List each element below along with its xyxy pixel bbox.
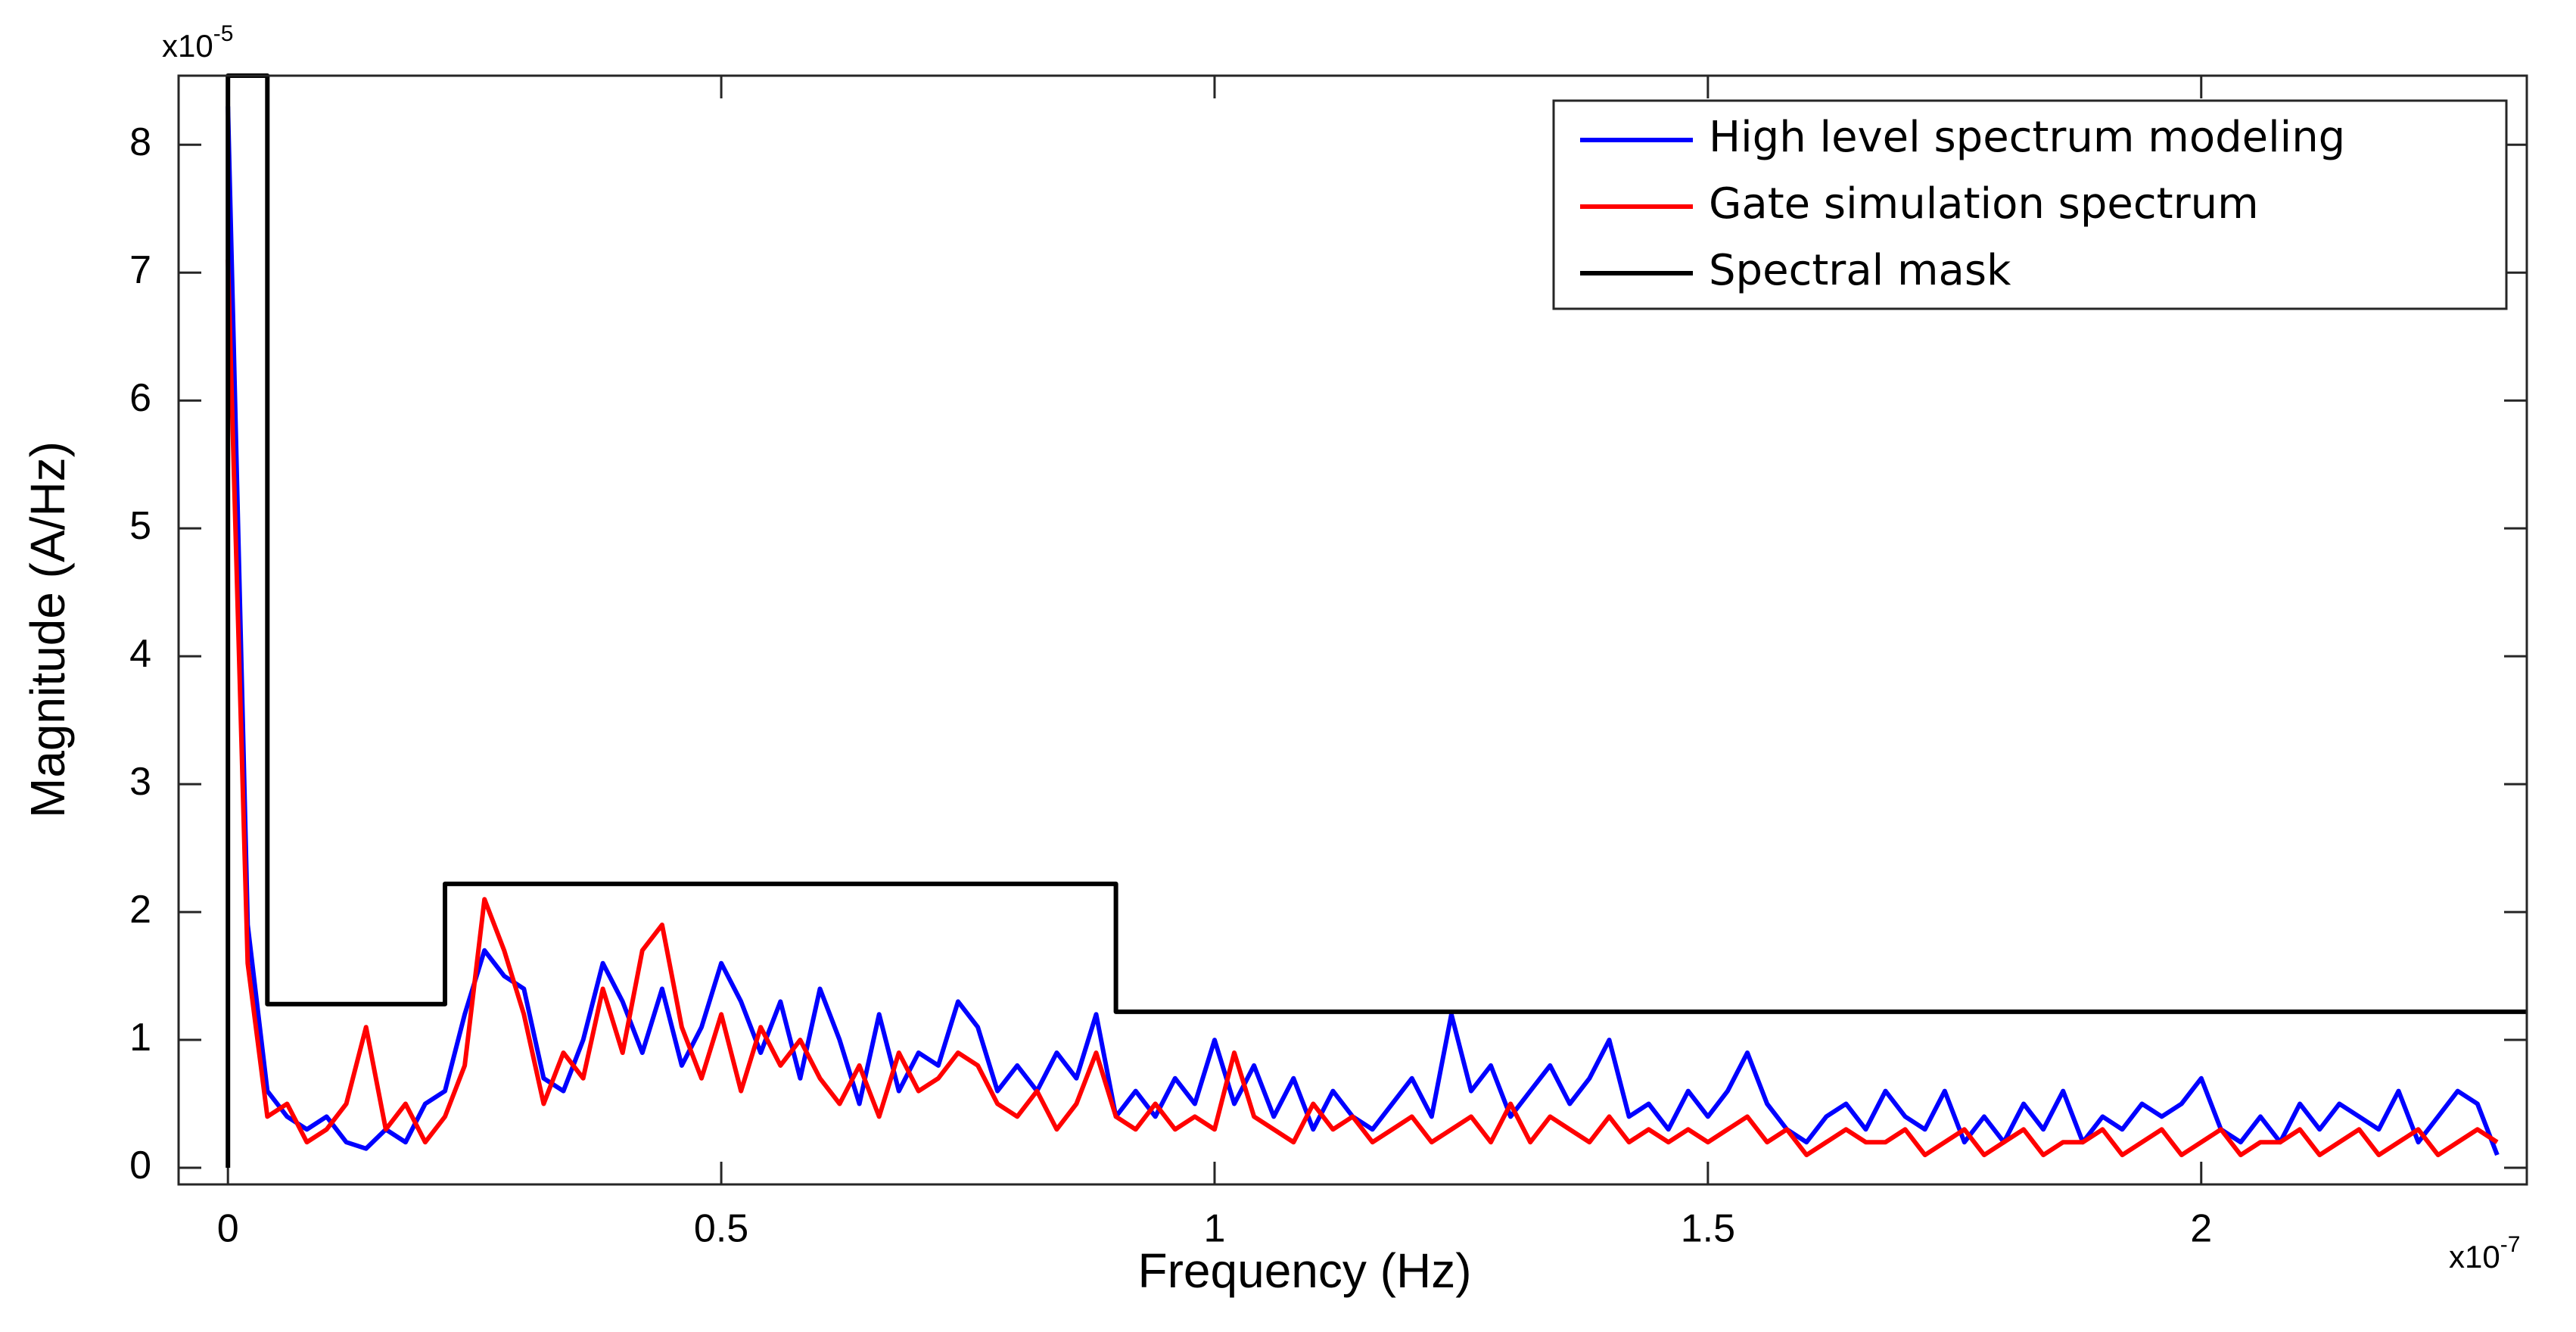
y-tick-label: 7 bbox=[129, 248, 151, 292]
y-axis-label: Magnitude (A/Hz) bbox=[20, 441, 75, 818]
y-tick-label: 4 bbox=[129, 632, 151, 676]
series-line bbox=[226, 260, 2499, 1158]
y-multiplier: x10-5 bbox=[162, 21, 233, 64]
x-tick-label: 0.5 bbox=[694, 1207, 748, 1251]
legend-label: Spectral mask bbox=[1709, 246, 2011, 295]
x-tick-label: 0 bbox=[217, 1207, 239, 1251]
x-tick-label: 2 bbox=[2190, 1207, 2212, 1251]
x-multiplier-exponent: -7 bbox=[2500, 1232, 2521, 1257]
legend: High level spectrum modeling Gate simulat… bbox=[1552, 99, 2508, 310]
series-line bbox=[226, 106, 2500, 1156]
x-multiplier: x10-7 bbox=[2449, 1232, 2520, 1274]
y-tick-label: 2 bbox=[129, 888, 151, 932]
y-tick-label: 8 bbox=[129, 120, 151, 164]
y-tick-label: 5 bbox=[129, 504, 151, 548]
y-tick-label: 3 bbox=[129, 760, 151, 804]
y-tick-label: 6 bbox=[129, 376, 151, 420]
legend-label: Gate simulation spectrum bbox=[1709, 179, 2259, 229]
legend-label: High level spectrum modeling bbox=[1709, 113, 2345, 162]
y-tick-label: 1 bbox=[129, 1016, 151, 1060]
x-tick-label: 1.5 bbox=[1681, 1207, 1735, 1251]
y-tick-label: 0 bbox=[129, 1144, 151, 1187]
legend-box bbox=[1552, 99, 2508, 310]
plot-frame bbox=[177, 74, 2528, 1186]
x-multiplier-base: x10 bbox=[2449, 1239, 2500, 1274]
y-multiplier-exponent: -5 bbox=[213, 21, 234, 46]
x-tick-label: 1 bbox=[1204, 1207, 1226, 1251]
y-multiplier-base: x10 bbox=[162, 28, 213, 64]
x-axis-label: Frequency (Hz) bbox=[1138, 1243, 1472, 1298]
